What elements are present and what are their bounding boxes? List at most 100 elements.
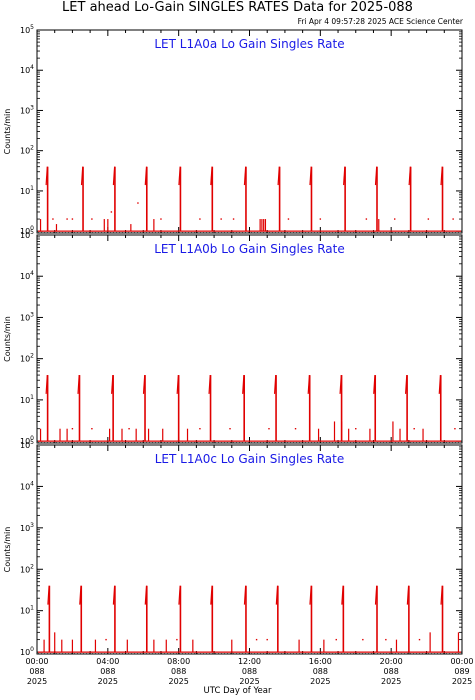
y-tick-label: 105 bbox=[20, 24, 34, 35]
x-tick-doy: 088 bbox=[171, 667, 186, 676]
scatter-point bbox=[176, 638, 178, 641]
scatter-point bbox=[418, 638, 421, 641]
scatter-point bbox=[266, 638, 268, 641]
panel-title: LET L1A0b Lo Gain Singles Rate bbox=[154, 242, 345, 256]
scatter-point bbox=[427, 218, 430, 220]
rate-spike-tail bbox=[373, 375, 376, 394]
scatter-point bbox=[452, 218, 454, 220]
rate-spike-tail bbox=[440, 166, 443, 186]
scatter-point bbox=[294, 428, 297, 430]
y-tick-label: 103 bbox=[20, 311, 34, 322]
rate-spike-tail bbox=[343, 166, 346, 186]
scatter-point bbox=[232, 218, 235, 220]
rate-spike-tail bbox=[142, 375, 146, 394]
panel-title: LET L1A0a Lo Gain Singles Rate bbox=[154, 37, 344, 51]
rate-spike-tail bbox=[406, 585, 410, 605]
scatter-point bbox=[413, 428, 415, 430]
y-tick-label: 100 bbox=[20, 646, 34, 657]
rate-spike-tail bbox=[438, 375, 442, 394]
x-tick-time: 00:00 bbox=[25, 657, 48, 666]
scatter-point bbox=[454, 428, 456, 430]
y-tick-label: 101 bbox=[20, 394, 34, 405]
rate-spike-tail bbox=[307, 375, 311, 394]
scatter-point bbox=[199, 218, 201, 220]
panel-frame bbox=[36, 234, 463, 444]
x-tick-year: 2025 bbox=[27, 677, 47, 686]
x-tick-time: 08:00 bbox=[167, 657, 190, 666]
scatter-point bbox=[91, 218, 93, 220]
scatter-point bbox=[287, 218, 290, 220]
rate-spike-tail bbox=[341, 585, 344, 605]
rate-spike-tail bbox=[45, 375, 48, 394]
rate-spike-tail bbox=[176, 375, 179, 394]
x-tick-time: 16:00 bbox=[309, 657, 332, 666]
rate-spike-tail bbox=[339, 375, 342, 394]
scatter-point bbox=[128, 428, 130, 430]
y-tick-label: 102 bbox=[20, 353, 34, 364]
rate-spike-tail bbox=[277, 166, 280, 186]
scatter-point bbox=[71, 428, 74, 430]
rate-spike-tail bbox=[79, 585, 82, 605]
y-tick-label: 104 bbox=[20, 64, 34, 75]
rate-spike-tail bbox=[111, 375, 114, 394]
scatter-point bbox=[137, 202, 139, 204]
y-tick-label: 104 bbox=[20, 270, 34, 281]
y-tick-label: 102 bbox=[20, 145, 34, 156]
x-tick-doy: 088 bbox=[100, 667, 115, 676]
x-tick-doy: 088 bbox=[313, 667, 328, 676]
y-tick-label: 100 bbox=[20, 225, 34, 236]
rate-spike-tail bbox=[112, 585, 116, 605]
rate-spike-tail bbox=[208, 375, 211, 394]
x-tick-year: 2025 bbox=[381, 677, 401, 686]
rate-spike-tail bbox=[275, 585, 279, 605]
x-tick-year: 2025 bbox=[168, 677, 188, 686]
scatter-point bbox=[110, 211, 113, 213]
x-tick-year: 2025 bbox=[310, 677, 330, 686]
rate-spike-tail bbox=[144, 585, 148, 605]
rate-spike-tail bbox=[273, 375, 277, 394]
rate-spike-tail bbox=[309, 585, 312, 605]
x-tick-time: 20:00 bbox=[380, 657, 403, 666]
x-tick-doy: 088 bbox=[242, 667, 257, 676]
rate-spike-tail bbox=[405, 375, 408, 394]
timestamp: Fri Apr 4 09:57:28 2025 ACE Science Cent… bbox=[297, 17, 463, 26]
rate-spike-tail bbox=[112, 166, 116, 186]
scatter-point bbox=[66, 218, 68, 220]
rate-spike-tail bbox=[47, 585, 50, 605]
scatter-point bbox=[365, 218, 368, 220]
x-tick-doy: 089 bbox=[454, 667, 469, 676]
x-tick-year: 2025 bbox=[239, 677, 259, 686]
scatter-point bbox=[335, 638, 337, 641]
page-title: LET ahead Lo-Gain SINGLES RATES Data for… bbox=[62, 0, 413, 15]
y-tick-label: 103 bbox=[20, 104, 34, 115]
scatter-point bbox=[319, 218, 322, 220]
y-tick-label: 101 bbox=[20, 185, 34, 196]
y-tick-label: 100 bbox=[20, 435, 34, 446]
rate-spike-tail bbox=[374, 585, 378, 605]
x-tick-time: 12:00 bbox=[238, 657, 261, 666]
scatter-point bbox=[105, 638, 107, 641]
panel-title: LET L1A0c Lo Gain Singles Rate bbox=[155, 452, 345, 466]
scatter-point bbox=[91, 428, 93, 430]
rate-spike-tail bbox=[374, 166, 378, 186]
scatter-point bbox=[71, 218, 74, 220]
rate-spike-tail bbox=[309, 166, 312, 186]
scatter-point bbox=[355, 428, 357, 430]
rate-spike-tail bbox=[77, 375, 80, 394]
scatter-point bbox=[385, 638, 387, 641]
rate-spike-tail bbox=[243, 585, 247, 605]
x-tick-year: 2025 bbox=[452, 677, 472, 686]
scatter-point bbox=[220, 218, 222, 220]
y-tick-label: 104 bbox=[20, 480, 34, 491]
scatter-point bbox=[229, 428, 231, 430]
scatter-point bbox=[199, 428, 201, 430]
scatter-point bbox=[160, 218, 162, 220]
rate-spike-tail bbox=[178, 166, 181, 186]
scatter-point bbox=[255, 638, 258, 641]
x-tick-doy: 088 bbox=[384, 667, 399, 676]
scatter-point bbox=[268, 428, 270, 430]
y-axis-label: Counts/min bbox=[3, 316, 12, 362]
rate-spike-tail bbox=[144, 166, 148, 186]
rate-spike-tail bbox=[178, 585, 181, 605]
